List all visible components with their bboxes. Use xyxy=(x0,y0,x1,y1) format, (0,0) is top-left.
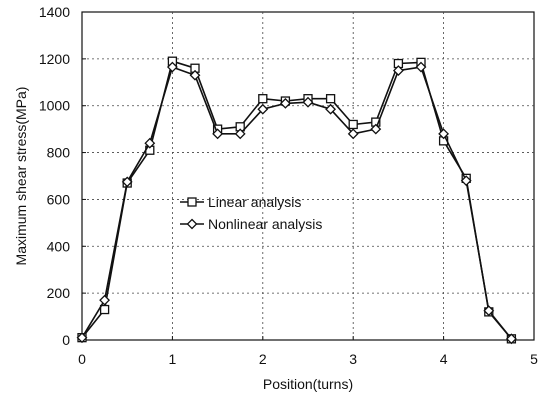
data-point-diamond xyxy=(76,332,88,344)
data-point-diamond xyxy=(347,128,359,140)
data-point-diamond xyxy=(415,61,427,73)
legend-item: Nonlinear analysis xyxy=(180,216,322,232)
x-tick-label: 3 xyxy=(349,351,357,367)
data-point-square xyxy=(348,119,358,130)
y-tick-label: 0 xyxy=(62,332,70,348)
data-point-diamond xyxy=(370,123,382,135)
data-point-diamond xyxy=(212,128,224,140)
series-line xyxy=(81,66,513,340)
legend-label: Linear analysis xyxy=(208,194,301,210)
y-tick-label: 200 xyxy=(47,285,71,301)
y-tick-label: 1000 xyxy=(39,98,70,114)
legend: Linear analysis Nonlinear analysis xyxy=(180,194,322,232)
x-axis-title: Position(turns) xyxy=(263,376,353,392)
data-point-square xyxy=(325,94,336,104)
data-point-diamond xyxy=(325,103,337,115)
data-point-diamond xyxy=(438,128,450,140)
data-point-diamond xyxy=(121,176,133,188)
data-point-square xyxy=(99,304,110,315)
y-tick-label: 800 xyxy=(47,145,71,161)
x-tick-label: 5 xyxy=(530,351,538,367)
y-tick-label: 1200 xyxy=(39,51,70,67)
x-tick-label: 1 xyxy=(169,351,177,367)
data-point-diamond xyxy=(392,65,404,76)
data-point-diamond xyxy=(483,305,495,317)
data-point-diamond xyxy=(189,69,201,81)
data-point-diamond xyxy=(505,333,517,345)
legend-label: Nonlinear analysis xyxy=(208,216,322,232)
data-point-diamond xyxy=(186,218,198,230)
data-point-diamond xyxy=(302,96,314,108)
y-tick-label: 600 xyxy=(47,191,71,207)
x-tick-label: 0 xyxy=(78,351,86,367)
data-point-diamond xyxy=(279,97,291,109)
data-point-square xyxy=(187,197,197,207)
series-line xyxy=(81,60,513,340)
plot-frame xyxy=(81,11,535,341)
x-tick-label: 2 xyxy=(259,351,267,367)
data-point-diamond xyxy=(144,137,156,149)
series-1 xyxy=(76,61,517,345)
y-tick-label: 400 xyxy=(47,238,71,254)
series-layer xyxy=(76,56,517,345)
data-point-diamond xyxy=(99,294,111,306)
x-axis-ticks: 0 1 2 3 4 5 xyxy=(78,336,538,367)
data-point-diamond xyxy=(257,103,269,115)
data-point-diamond xyxy=(460,175,472,187)
grid-lines xyxy=(82,12,534,340)
data-point-diamond xyxy=(234,128,246,140)
data-point-diamond xyxy=(166,61,178,73)
legend-item: Linear analysis xyxy=(180,194,301,210)
y-axis-title: Maximum shear stress(MPa) xyxy=(13,87,29,266)
x-tick-label: 4 xyxy=(440,351,448,367)
y-tick-label: 1400 xyxy=(39,4,70,20)
data-point-square xyxy=(258,94,268,104)
y-axis-ticks: 0 200 400 600 800 1000 1200 1400 xyxy=(39,4,86,348)
